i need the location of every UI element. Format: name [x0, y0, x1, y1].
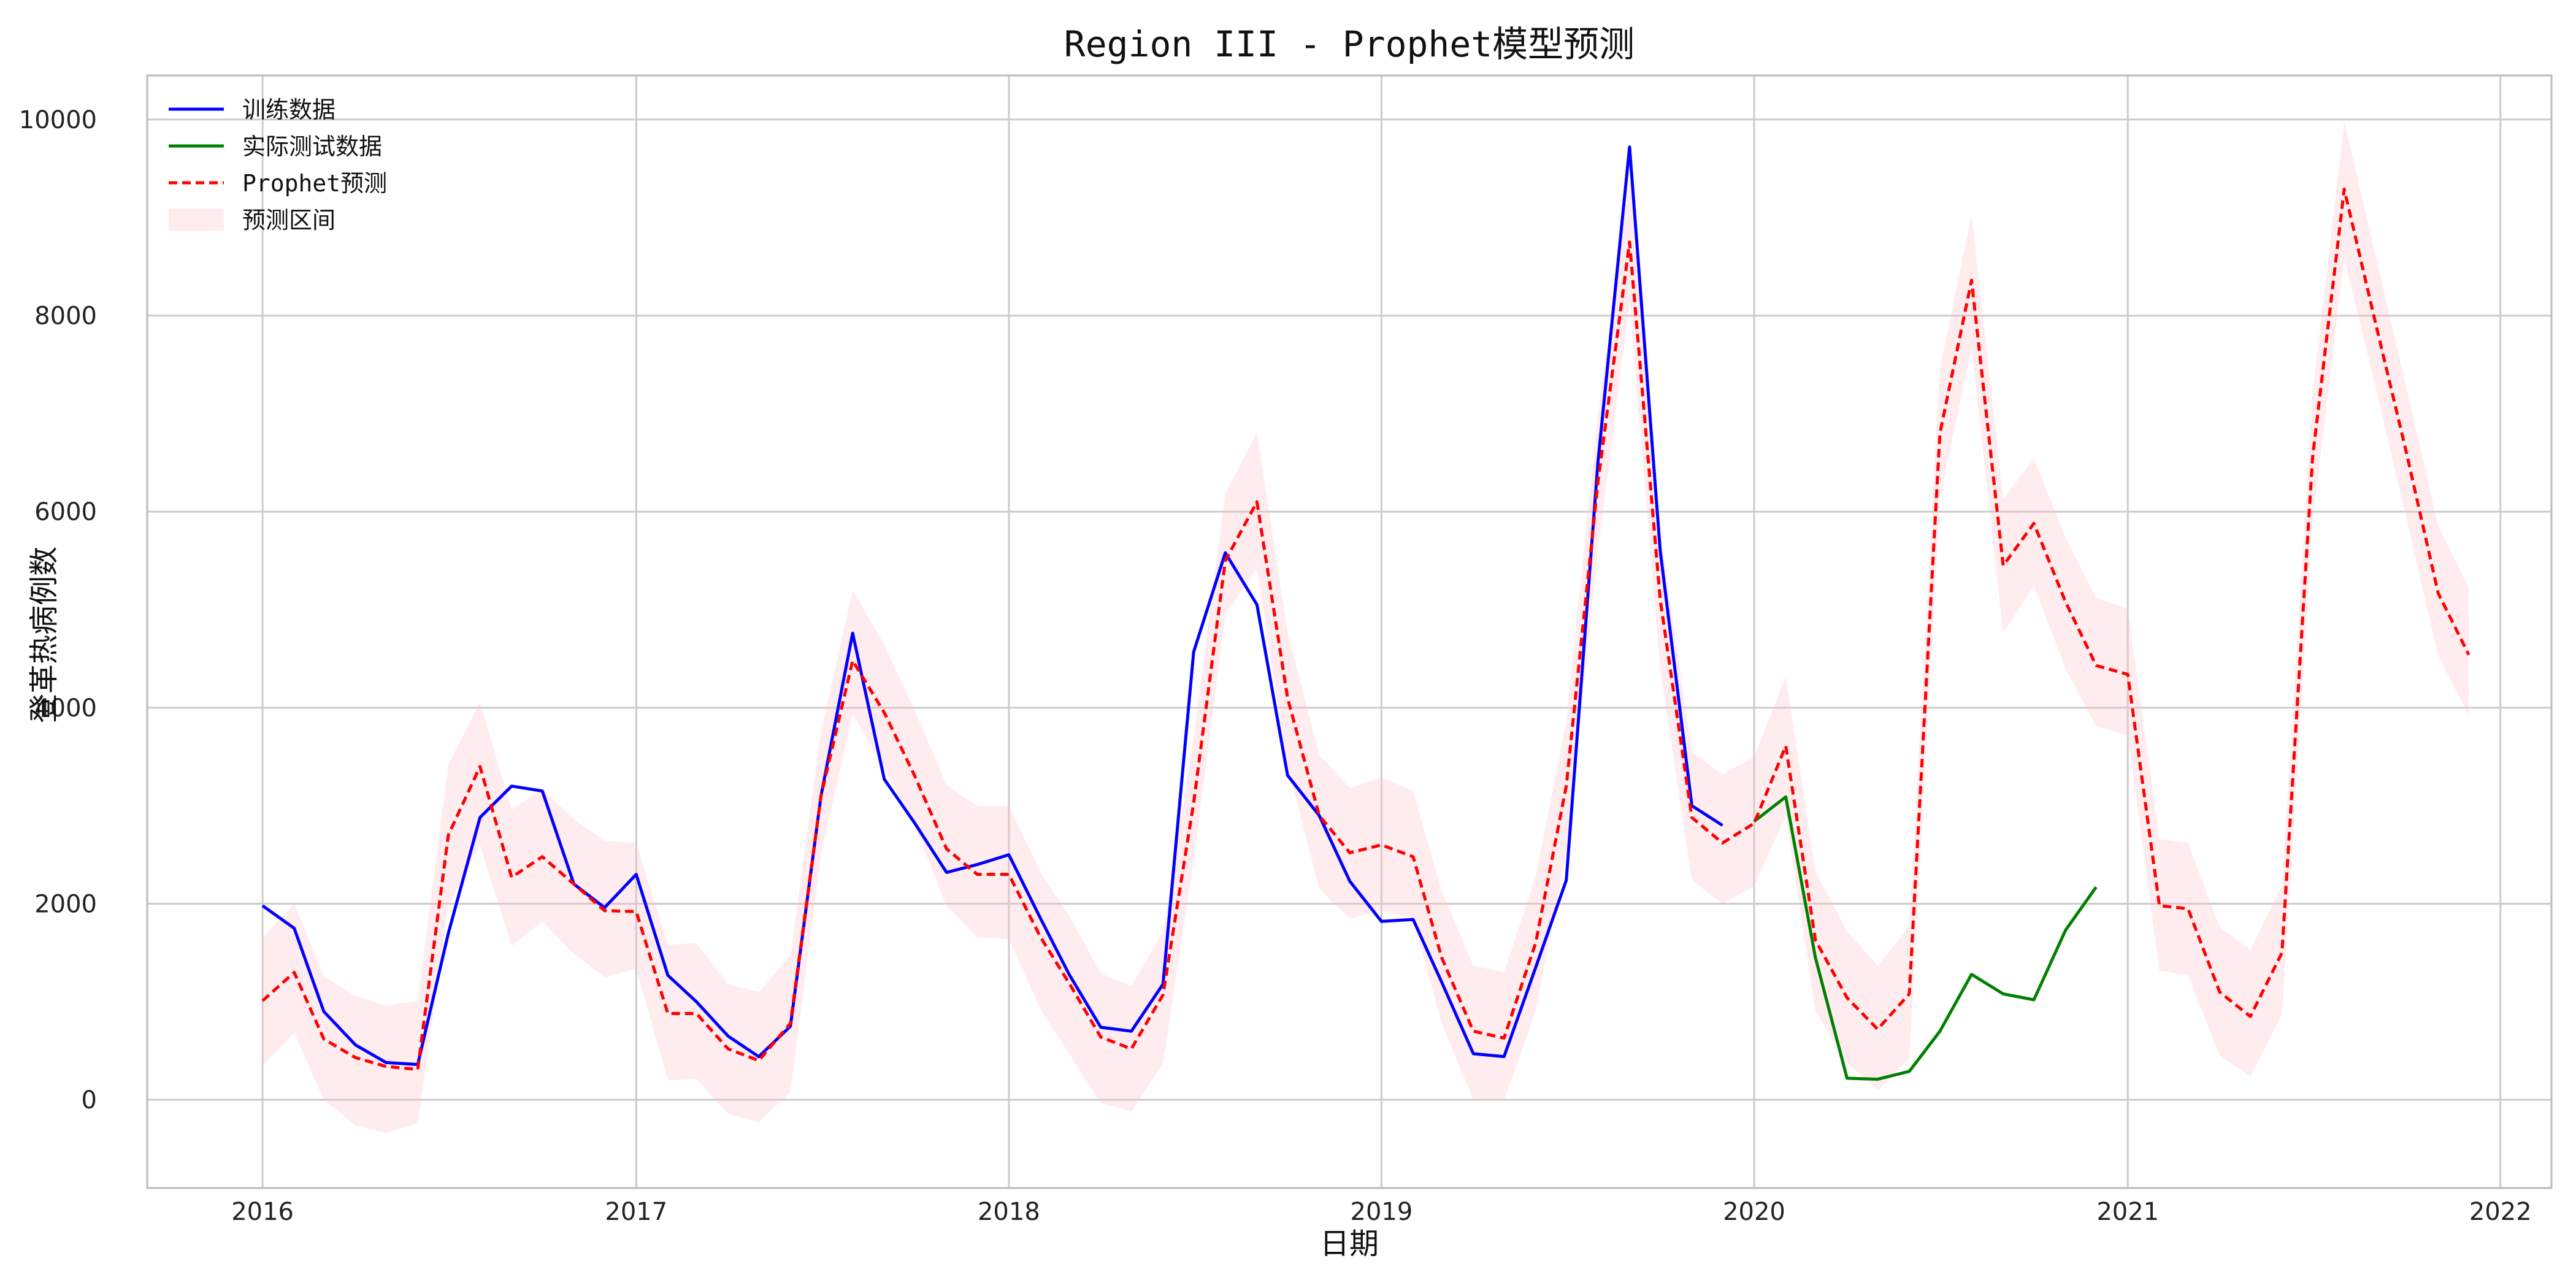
- legend-swatch-interval: [169, 209, 224, 231]
- prediction-interval-band: [263, 121, 2469, 1133]
- x-tick-label: 2019: [1351, 1198, 1413, 1226]
- y-tick-label: 0: [82, 1086, 97, 1114]
- series-lines-layer: [261, 145, 2471, 1081]
- y-tick-label: 8000: [34, 302, 97, 331]
- x-tick-label: 2017: [605, 1198, 667, 1226]
- y-axis-label: 登革热病例数: [27, 546, 61, 723]
- x-tick-label: 2016: [231, 1198, 294, 1226]
- x-tick-label: 2020: [1723, 1198, 1785, 1226]
- y-tick-label: 6000: [34, 498, 97, 526]
- legend-label-interval: 预测区间: [242, 207, 335, 234]
- legend-label-forecast: Prophet预测: [242, 170, 387, 197]
- chart-title: Region III - Prophet模型预测: [1064, 23, 1635, 65]
- legend-label-train: 训练数据: [242, 96, 335, 123]
- x-tick-label: 2021: [2096, 1198, 2159, 1226]
- legend: 训练数据 实际测试数据 Prophet预测 预测区间: [169, 96, 387, 234]
- y-tick-label: 10000: [19, 106, 97, 134]
- y-tick-label: 4000: [34, 694, 97, 723]
- test-data-line: [1753, 795, 2098, 1081]
- x-tick-label: 2018: [978, 1198, 1040, 1226]
- x-tick-label: 2022: [2469, 1198, 2532, 1226]
- prophet-forecast-line: [261, 187, 2471, 1071]
- legend-label-test: 实际测试数据: [242, 133, 382, 160]
- train-data-line: [261, 145, 1723, 1067]
- y-tick-labels: 0 2000 4000 6000 8000 10000: [19, 106, 97, 1114]
- x-tick-labels: 2016 2017 2018 2019 2020 2021 2022: [231, 1198, 2531, 1226]
- y-tick-label: 2000: [34, 891, 97, 919]
- x-axis-label: 日期: [1320, 1227, 1379, 1261]
- plot-frame: [146, 74, 2553, 1189]
- prediction-interval-layer: [263, 121, 2469, 1133]
- grid-lines: [147, 75, 2551, 1188]
